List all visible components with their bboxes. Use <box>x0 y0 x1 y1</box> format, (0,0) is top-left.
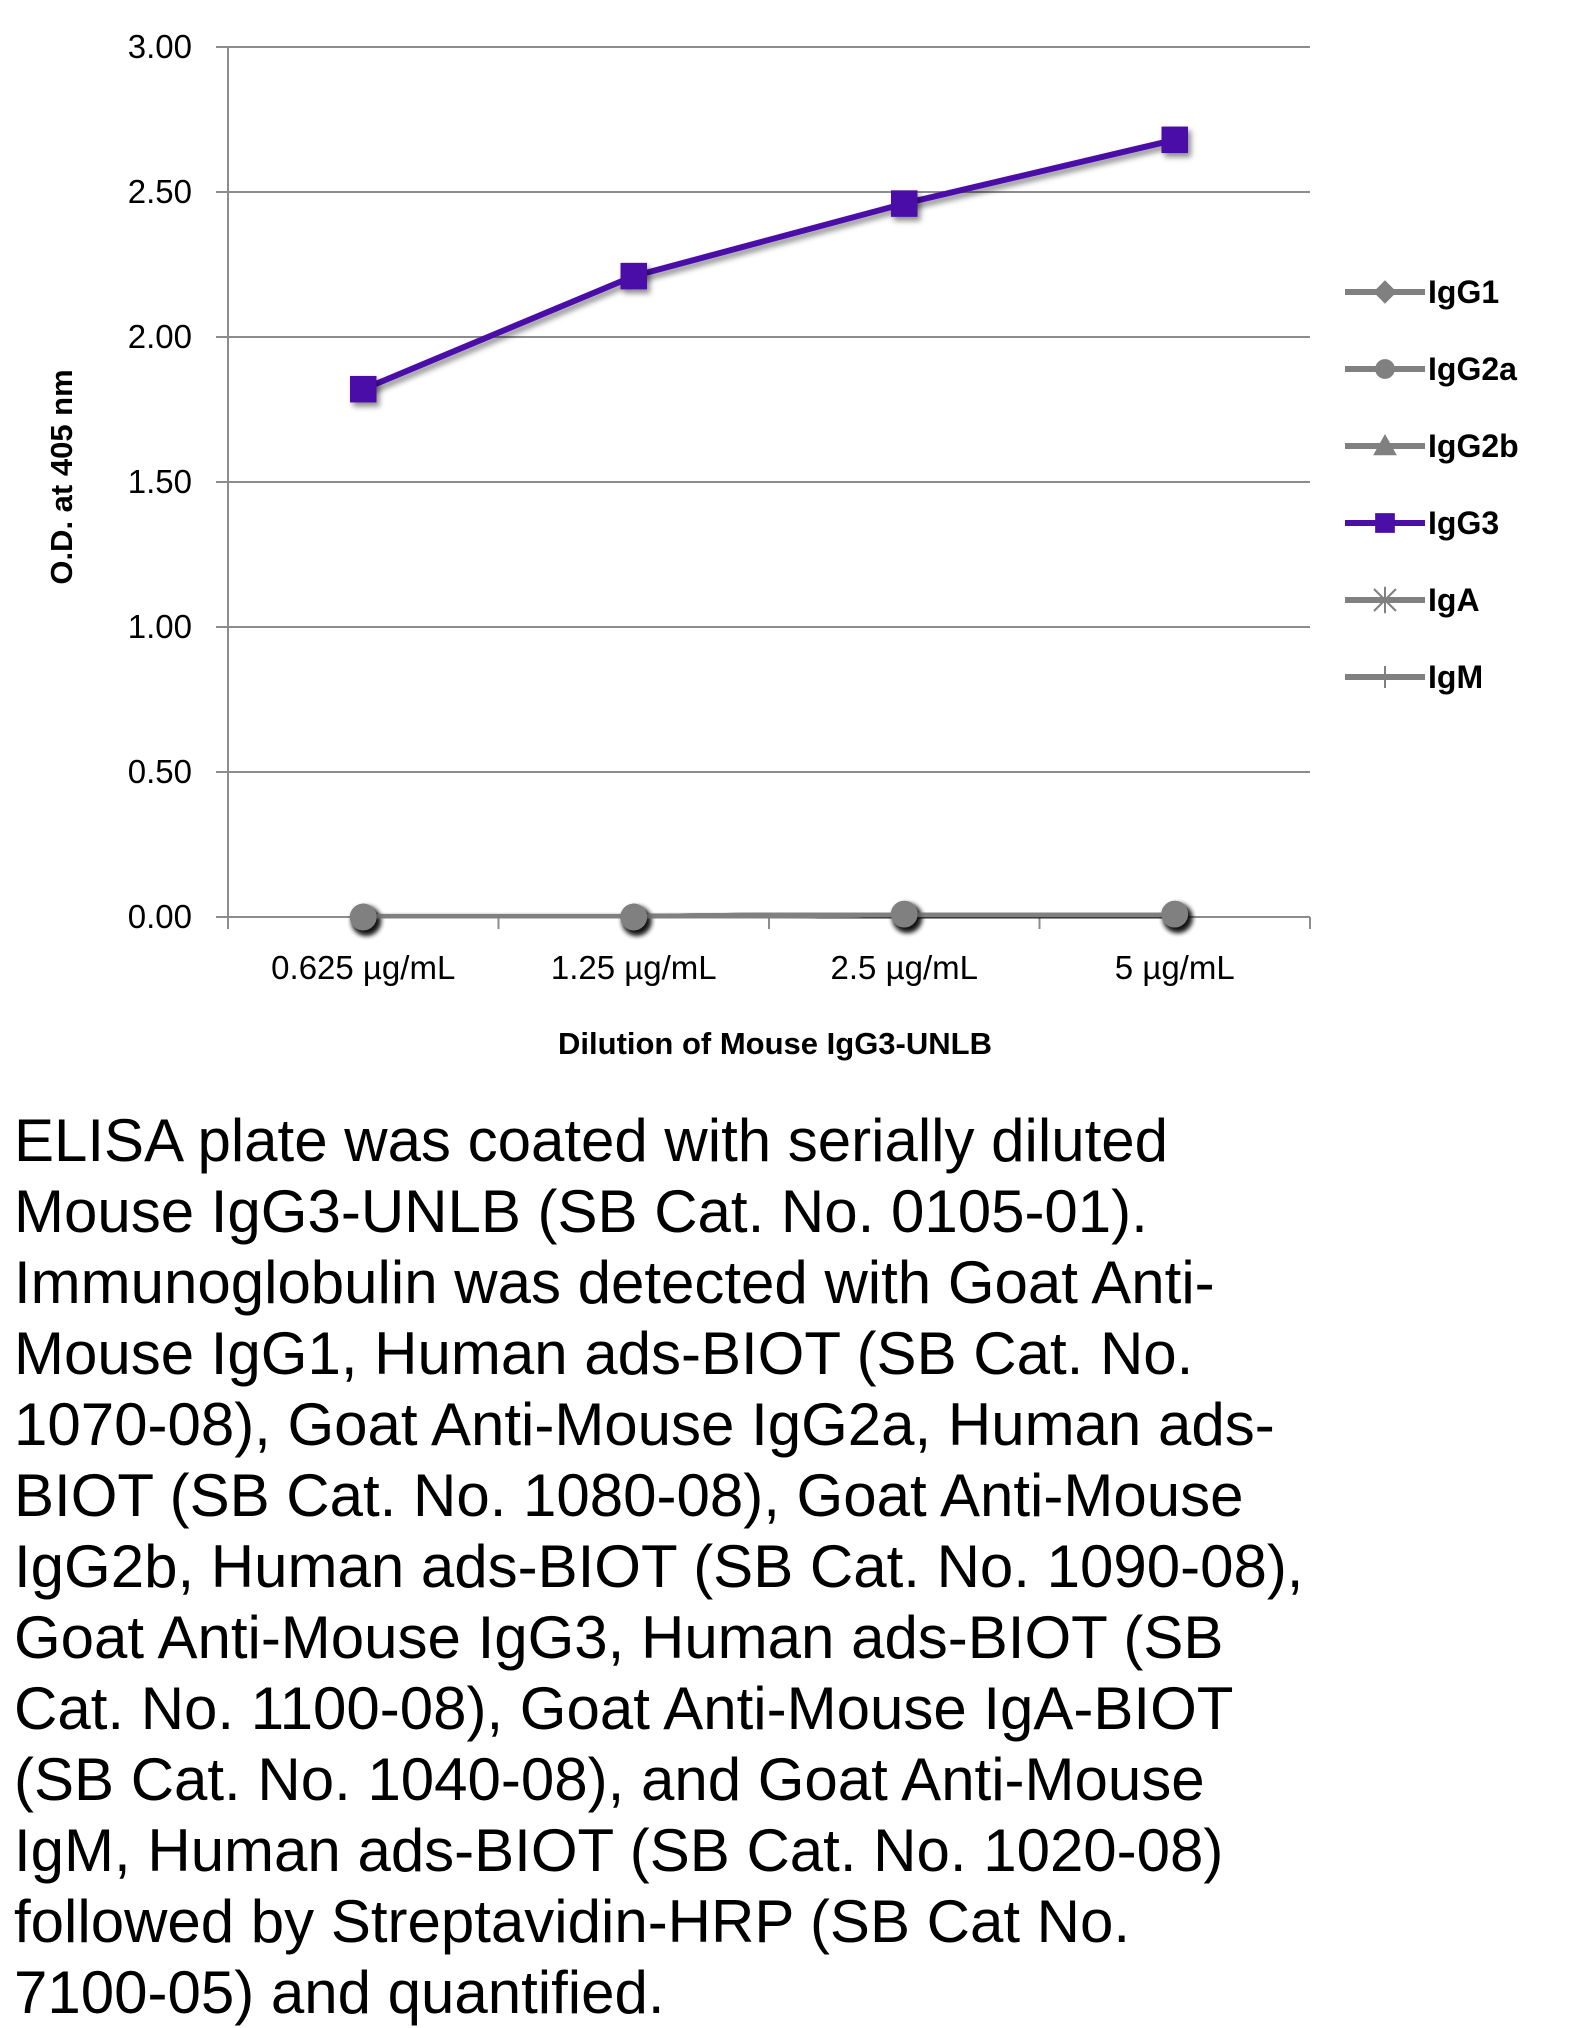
caption-line: ELISA plate was coated with serially dil… <box>14 1107 1168 1174</box>
point-igm <box>350 903 377 931</box>
x-axis-label: Dilution of Mouse IgG3-UNLB <box>558 1026 992 1061</box>
y-axis-ticks: 0.00 0.50 1.00 1.50 2.00 2.50 3.00 <box>128 28 228 935</box>
point-igg3 <box>891 190 918 217</box>
legend: IgG1 IgG2a IgG2b IgG3 IgA IgM <box>1345 274 1519 695</box>
caption-line: Immunoglobulin was detected with Goat An… <box>14 1249 1215 1316</box>
y-tick-label: 2.00 <box>128 318 192 355</box>
y-tick-label: 2.50 <box>128 173 192 210</box>
x-tick-label: 5 µg/mL <box>1115 949 1235 986</box>
x-tick-label: 1.25 µg/mL <box>551 949 717 986</box>
caption-line: Mouse IgG3-UNLB (SB Cat. No. 0105-01). <box>14 1178 1148 1245</box>
point-igm <box>891 900 918 928</box>
gridlines <box>228 46 1310 773</box>
figure-caption: ELISA plate was coated with serially dil… <box>14 1105 1574 2028</box>
point-igg3 <box>1161 126 1188 154</box>
series-igg3 <box>350 126 1188 403</box>
x-tick-label: 0.625 µg/mL <box>271 949 455 986</box>
y-tick-label: 1.50 <box>128 463 192 500</box>
elisa-line-chart: 0.00 0.50 1.00 1.50 2.00 2.50 3.00 0.625 µg/mL… <box>44 28 1519 1061</box>
y-tick-label: 0.50 <box>128 753 192 790</box>
legend-item-iga: IgA <box>1345 582 1480 618</box>
caption-line: followed by Streptavidin-HRP (SB Cat No. <box>14 1888 1131 1955</box>
legend-label-igg2a: IgG2a <box>1428 351 1517 387</box>
x-axis-ticks: 0.625 µg/mL 1.25 µg/mL 2.5 µg/mL 5 µg/mL <box>227 917 1311 986</box>
line-igg3 <box>362 136 1176 392</box>
y-tick-label: 1.00 <box>128 608 192 645</box>
y-tick-label: 0.00 <box>128 898 192 935</box>
point-igg3 <box>620 262 647 290</box>
point-igg3 <box>350 375 377 403</box>
legend-label-igg2b: IgG2b <box>1428 428 1519 464</box>
caption-line: IgM, Human ads-BIOT (SB Cat. No. 1020-08… <box>14 1817 1224 1884</box>
x-tick-label: 2.5 µg/mL <box>831 949 978 986</box>
legend-item-igg2b: IgG2b <box>1345 428 1519 464</box>
caption-line: Mouse IgG1, Human ads-BIOT (SB Cat. No. <box>14 1320 1194 1387</box>
point-igm <box>620 903 647 931</box>
legend-marker-circle-icon <box>1375 359 1395 379</box>
caption-line: (SB Cat. No. 1040-08), and Goat Anti-Mou… <box>14 1746 1205 1813</box>
legend-marker-plus-icon <box>1374 666 1396 688</box>
legend-label-igg3: IgG3 <box>1428 505 1499 541</box>
legend-label-iga: IgA <box>1428 582 1480 618</box>
line-igm <box>363 911 1175 920</box>
legend-label-igg1: IgG1 <box>1428 274 1499 310</box>
y-tick-label: 3.00 <box>128 28 192 65</box>
legend-marker-square-icon <box>1375 513 1395 533</box>
y-axis-label: O.D. at 405 nm <box>44 369 79 584</box>
legend-item-igg3: IgG3 <box>1345 505 1499 541</box>
caption-line: IgG2b, Human ads-BIOT (SB Cat. No. 1090-… <box>14 1533 1304 1600</box>
legend-label-igm: IgM <box>1428 659 1483 695</box>
caption-line: 7100-05) and quantified. <box>14 1959 665 2026</box>
point-igm <box>1161 900 1188 928</box>
legend-item-igg1: IgG1 <box>1345 274 1499 310</box>
series-igm <box>350 900 1188 931</box>
caption-line: Goat Anti-Mouse IgG3, Human ads-BIOT (SB <box>14 1604 1224 1671</box>
legend-item-igm: IgM <box>1345 659 1483 695</box>
legend-marker-triangle-icon <box>1373 433 1397 456</box>
legend-marker-diamond-icon <box>1373 280 1397 304</box>
legend-item-igg2a: IgG2a <box>1345 351 1517 387</box>
caption-line: Cat. No. 1100-08), Goat Anti-Mouse IgA-B… <box>14 1675 1234 1742</box>
caption-line: BIOT (SB Cat. No. 1080-08), Goat Anti-Mo… <box>14 1462 1244 1529</box>
legend-marker-star-icon <box>1373 586 1397 614</box>
caption-line: 1070-08), Goat Anti-Mouse IgG2a, Human a… <box>14 1391 1275 1458</box>
series-lines <box>350 126 1188 931</box>
